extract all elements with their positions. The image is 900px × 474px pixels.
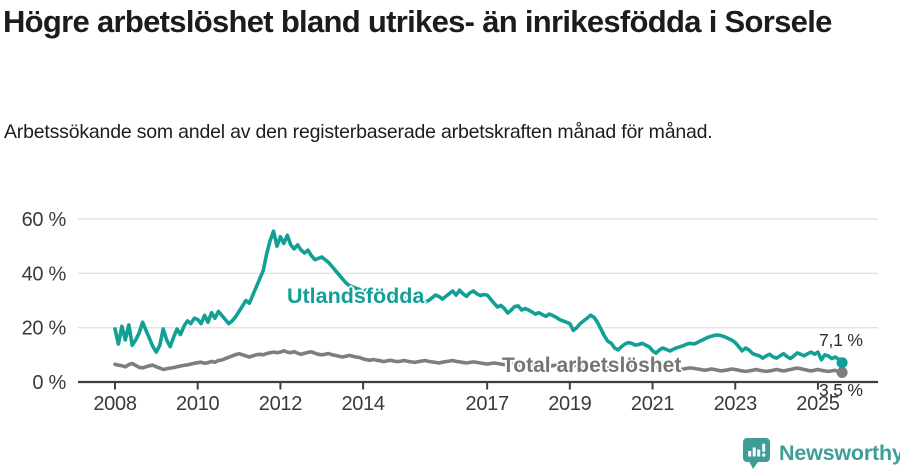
series-label-utlandsfodda: Utlandsfödda (287, 284, 425, 308)
svg-text:2010: 2010 (176, 393, 219, 415)
svg-text:40 %: 40 % (22, 263, 67, 285)
line-chart: 0 % 20 % 40 % 60 % 2008 2010 2012 2014 2017 2019 2… (22, 209, 878, 415)
svg-text:2012: 2012 (259, 393, 302, 415)
svg-text:0 %: 0 % (32, 372, 66, 394)
svg-text:2017: 2017 (466, 393, 509, 415)
svg-text:2021: 2021 (631, 393, 674, 415)
svg-text:2008: 2008 (93, 393, 136, 415)
svg-text:2019: 2019 (548, 393, 591, 415)
svg-text:2023: 2023 (714, 393, 757, 415)
end-value-total: 3,5 % (819, 380, 863, 400)
svg-text:2014: 2014 (341, 393, 384, 415)
page-title: Högre arbetslöshet bland utrikes- än inr… (3, 4, 832, 39)
end-value-utlandsfodda: 7,1 % (819, 330, 863, 350)
svg-text:20 %: 20 % (22, 318, 67, 340)
newsworthy-icon (743, 438, 770, 469)
series-label-total: Total arbetslöshet (502, 354, 682, 377)
svg-text:2025: 2025 (796, 393, 839, 415)
chart-subtitle: Arbetssökande som andel av den registerb… (4, 121, 713, 143)
svg-text:60 %: 60 % (22, 209, 67, 231)
newsworthy-logo[interactable]: Newsworthy (743, 438, 900, 469)
newsworthy-wordmark: Newsworthy (779, 441, 900, 465)
